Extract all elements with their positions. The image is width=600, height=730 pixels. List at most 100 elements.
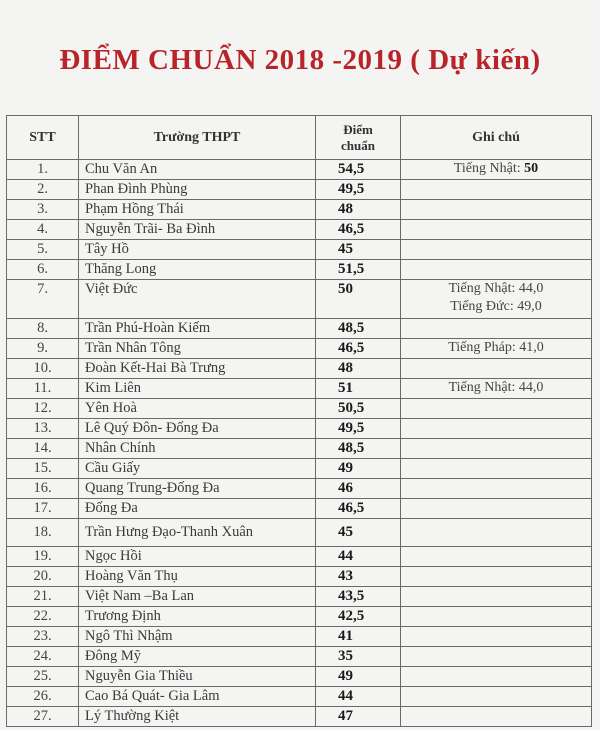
cell-stt: 23.: [6, 626, 79, 647]
table-row: 1. Chu Văn An 54,5 Tiếng Nhật: 50: [6, 159, 592, 180]
cell-score: 44: [315, 686, 401, 707]
cell-score: 45: [315, 239, 401, 260]
cell-stt: 27.: [6, 706, 79, 727]
note-line: Tiếng Đức: 49,0: [401, 298, 591, 316]
cell-score: 48,5: [315, 438, 401, 459]
cell-stt: 13.: [6, 418, 79, 439]
header-note: Ghi chú: [400, 115, 592, 160]
cell-note: [400, 219, 592, 240]
cell-score: 47: [315, 706, 401, 727]
cell-score: 49,5: [315, 179, 401, 200]
cell-stt: 11.: [6, 378, 79, 399]
cell-school: Phan Đình Phùng: [78, 179, 316, 200]
cell-stt: 14.: [6, 438, 79, 459]
table-row: 7. Việt Đức 50 Tiếng Nhật: 44,0 Tiếng Đức: 4…: [6, 279, 592, 319]
table-row: 13. Lê Quý Đôn- Đống Đa 49,5: [6, 418, 592, 439]
cell-school: Việt Đức: [78, 279, 316, 319]
cell-score: 46,5: [315, 498, 401, 519]
cell-score: 35: [315, 646, 401, 667]
table-row: 14. Nhân Chính 48,5: [6, 438, 592, 459]
table-row: 27. Lý Thường Kiệt 47: [6, 706, 592, 727]
table-row: 16. Quang Trung-Đống Đa 46: [6, 478, 592, 499]
cell-stt: 3.: [6, 199, 79, 220]
table-row: 6. Thăng Long 51,5: [6, 259, 592, 280]
cell-score: 46,5: [315, 338, 401, 359]
cell-school: Trần Phú-Hoàn Kiếm: [78, 318, 316, 339]
cell-stt: 9.: [6, 338, 79, 359]
cell-school: Quang Trung-Đống Đa: [78, 478, 316, 499]
cell-school: Nhân Chính: [78, 438, 316, 459]
table-row: 2. Phan Đình Phùng 49,5: [6, 179, 592, 200]
table-row: 22. Trương Định 42,5: [6, 606, 592, 627]
cell-note: [400, 259, 592, 280]
cell-score: 45: [315, 518, 401, 547]
note-value: 44,0: [518, 281, 544, 296]
cell-score: 44: [315, 546, 401, 567]
cell-stt: 5.: [6, 239, 79, 260]
cell-school: Trần Nhân Tông: [78, 338, 316, 359]
cell-note: [400, 518, 592, 547]
cell-score: 46,5: [315, 219, 401, 240]
cell-note: [400, 566, 592, 587]
header-score-line2: chuẩn: [341, 137, 375, 153]
cell-school: Chu Văn An: [78, 159, 316, 180]
cell-school: Đoàn Kết-Hai Bà Trưng: [78, 358, 316, 379]
cell-stt: 22.: [6, 606, 79, 627]
table-row: 12. Yên Hoà 50,5: [6, 398, 592, 419]
cell-stt: 24.: [6, 646, 79, 667]
cell-school: Hoàng Văn Thụ: [78, 566, 316, 587]
table-row: 15. Cầu Giấy 49: [6, 458, 592, 479]
note-line: Tiếng Nhật: 50: [401, 160, 591, 178]
note-line: Tiếng Nhật: 44,0: [401, 280, 591, 298]
cell-note: [400, 586, 592, 607]
header-stt: STT: [6, 115, 79, 160]
admission-scores-table: STT Trường THPT Điểm chuẩn Ghi chú 1. Chu …: [6, 115, 592, 727]
cell-score: 51,5: [315, 259, 401, 280]
cell-note: [400, 546, 592, 567]
note-value: 41,0: [519, 340, 544, 355]
cell-score: 43,5: [315, 586, 401, 607]
cell-stt: 1.: [6, 159, 79, 180]
cell-stt: 10.: [6, 358, 79, 379]
cell-stt: 12.: [6, 398, 79, 419]
table-body: 1. Chu Văn An 54,5 Tiếng Nhật: 50 2. Phan Đìn…: [6, 159, 592, 727]
cell-school: Cao Bá Quát- Gia Lâm: [78, 686, 316, 707]
cell-school: Việt Nam –Ba Lan: [78, 586, 316, 607]
cell-stt: 7.: [6, 279, 79, 319]
table-row: 19. Ngọc Hồi 44: [6, 546, 592, 567]
cell-note: Tiếng Nhật: 50: [400, 159, 592, 180]
cell-school: Yên Hoà: [78, 398, 316, 419]
cell-score: 50: [315, 279, 401, 319]
cell-score: 48: [315, 199, 401, 220]
cell-school: Trần Hưng Đạo-Thanh Xuân: [78, 518, 316, 547]
cell-score: 46: [315, 478, 401, 499]
cell-school: Thăng Long: [78, 259, 316, 280]
note-line: Tiếng Pháp: 41,0: [401, 339, 591, 357]
cell-note: [400, 418, 592, 439]
cell-note: [400, 358, 592, 379]
table-row: 10. Đoàn Kết-Hai Bà Trưng 48: [6, 358, 592, 379]
cell-stt: 17.: [6, 498, 79, 519]
table-row: 11. Kim Liên 51 Tiếng Nhật: 44,0: [6, 378, 592, 399]
cell-stt: 4.: [6, 219, 79, 240]
cell-note: [400, 438, 592, 459]
cell-note: [400, 666, 592, 687]
cell-stt: 6.: [6, 259, 79, 280]
note-label: Tiếng Pháp:: [448, 340, 516, 355]
table-row: 8. Trần Phú-Hoàn Kiếm 48,5: [6, 318, 592, 339]
cell-score: 51: [315, 378, 401, 399]
cell-score: 54,5: [315, 159, 401, 180]
cell-stt: 19.: [6, 546, 79, 567]
note-value: 49,0: [517, 299, 542, 314]
table-row: 5. Tây Hồ 45: [6, 239, 592, 260]
cell-stt: 20.: [6, 566, 79, 587]
header-score: Điểm chuẩn: [315, 115, 401, 160]
cell-stt: 18.: [6, 518, 79, 547]
cell-note: [400, 626, 592, 647]
cell-school: Cầu Giấy: [78, 458, 316, 479]
header-score-line1: Điểm: [343, 121, 373, 137]
page-title: ĐIỂM CHUẨN 2018 -2019 ( Dự kiến): [59, 44, 541, 76]
cell-score: 43: [315, 566, 401, 587]
table-row: 18. Trần Hưng Đạo-Thanh Xuân 45: [6, 518, 592, 547]
cell-note: [400, 398, 592, 419]
